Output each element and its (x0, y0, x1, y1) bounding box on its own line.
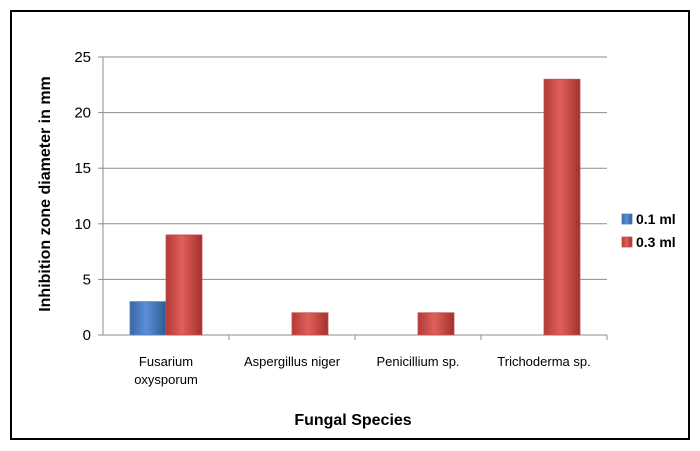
bars (129, 78, 581, 336)
y-axis-title: Inhibition zone diameter in mm (37, 76, 54, 312)
x-tick-label: Aspergillus niger (244, 354, 341, 369)
axis-labels: 0 5 10 15 20 25 Fusarium oxysporum Aspergillus n… (74, 49, 590, 387)
y-tick-label: 25 (74, 49, 91, 66)
y-tick-label: 5 (83, 271, 91, 288)
legend-swatch (621, 236, 633, 248)
y-tick-label: 10 (74, 216, 91, 233)
legend-label: 0.3 ml (636, 234, 676, 250)
bar-0_3-ml-3 (543, 78, 581, 336)
x-tick-label: oxysporum (134, 372, 198, 387)
x-tick-label: Penicillium sp. (376, 354, 459, 369)
x-tick-label: Trichoderma sp. (497, 354, 590, 369)
bar-0_3-ml-0 (165, 234, 203, 336)
y-tick-label: 0 (83, 327, 91, 344)
bar-0_3-ml-1 (291, 312, 329, 336)
y-tick-label: 20 (74, 105, 91, 122)
x-axis-title: Fungal Species (294, 412, 411, 429)
bar-0_1-ml-0 (129, 301, 167, 336)
legend: 0.1 ml 0.3 ml (621, 211, 676, 250)
y-tick-label: 15 (74, 160, 91, 177)
bar-0_3-ml-2 (417, 312, 455, 336)
legend-swatch (621, 213, 633, 225)
x-tick-label: Fusarium (139, 354, 193, 369)
legend-label: 0.1 ml (636, 211, 676, 227)
